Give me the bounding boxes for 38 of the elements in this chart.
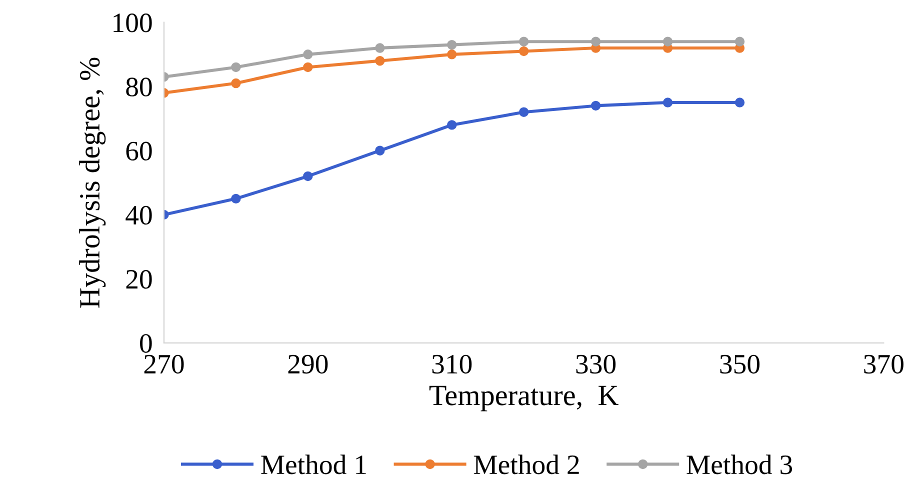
y-axis-title: Hydrolysis degree, % — [79, 58, 106, 308]
point — [590, 100, 601, 111]
point — [375, 146, 385, 156]
y-tick-label: 80 — [126, 78, 152, 96]
x-axis-title: Temperature, K — [429, 386, 618, 412]
y-tick-label: 100 — [114, 14, 152, 32]
point — [303, 50, 313, 60]
point — [662, 36, 673, 46]
point — [734, 98, 745, 108]
point — [231, 78, 241, 88]
point — [446, 40, 457, 50]
point — [446, 120, 457, 130]
point — [375, 43, 385, 53]
point — [518, 107, 529, 117]
x-tick-label: 330 — [576, 354, 616, 374]
x-tick-label: 350 — [720, 354, 760, 374]
point — [303, 62, 313, 72]
point — [231, 194, 241, 204]
point — [303, 171, 313, 182]
y-tick-label: 40 — [126, 206, 152, 225]
x-tick-label: 370 — [864, 354, 904, 374]
point — [518, 36, 529, 46]
point — [231, 62, 241, 72]
x-tick-label: 290 — [288, 354, 328, 374]
legend-label: Method 3 — [686, 454, 792, 474]
y-tick-label: 0 — [140, 334, 152, 353]
point — [662, 98, 673, 108]
y-tick-label: 20 — [126, 270, 152, 289]
point — [375, 56, 385, 66]
point — [446, 50, 457, 60]
x-tick-label: 310 — [432, 354, 472, 374]
legend-label: Method 2 — [474, 454, 579, 474]
x-tick-label: 270 — [144, 354, 184, 374]
point — [518, 46, 529, 56]
point — [734, 36, 745, 46]
legend-label: Method 1 — [261, 454, 366, 474]
y-tick-label: 60 — [126, 142, 152, 160]
point — [590, 36, 601, 46]
